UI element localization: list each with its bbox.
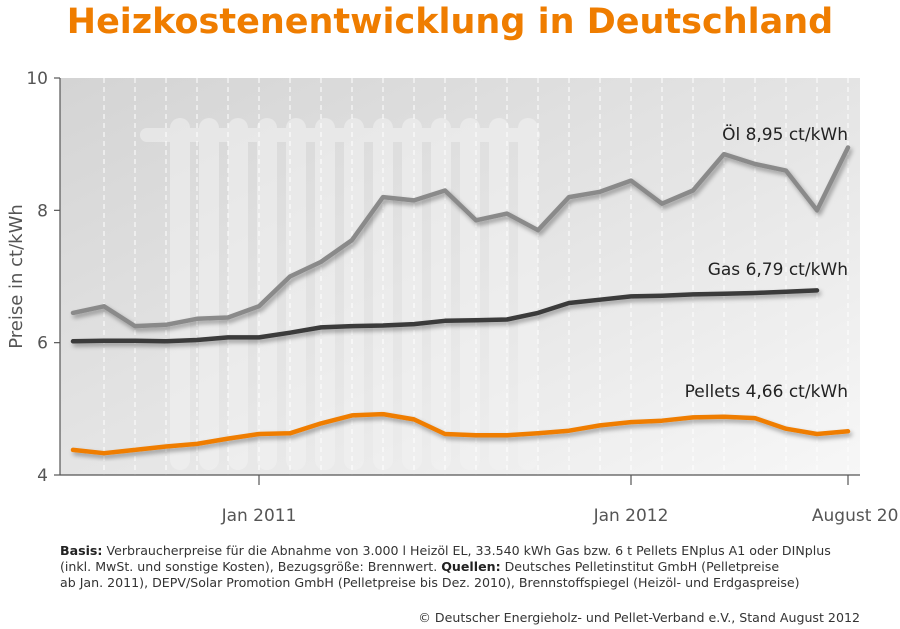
radiator-fin xyxy=(402,118,422,470)
chart-title: Heizkostenentwicklung in Deutschland xyxy=(66,2,834,42)
y-axis-title: Preise in ct/kWh xyxy=(6,204,27,349)
radiator-fin xyxy=(199,118,219,470)
x-tick-label: Jan 2012 xyxy=(593,506,669,526)
y-tick-label: 6 xyxy=(37,334,48,354)
series-lines xyxy=(70,145,851,456)
basis-note-line-1: Basis: Verbraucherpreise für die Abnahme… xyxy=(60,543,831,559)
sources-text-1: Deutsches Pelletinstitut GmbH (Pelletpre… xyxy=(500,559,780,574)
radiator-fin xyxy=(228,118,248,470)
radiator-fin xyxy=(489,118,509,470)
x-tick-label: Jan 2011 xyxy=(221,506,297,526)
radiator-pipe xyxy=(140,128,540,142)
copyright-note: © Deutscher Energieholz- und Pellet-Verb… xyxy=(418,610,860,625)
sources-note-line-3: ab Jan. 2011), DEPV/Solar Promotion GmbH… xyxy=(60,575,800,591)
radiator-fin xyxy=(431,118,451,470)
basis-text-2: (inkl. MwSt. und sonstige Kosten), Bezug… xyxy=(60,559,442,574)
radiator-fin xyxy=(344,118,364,470)
basis-text-1: Verbraucherpreise für die Abnahme von 3.… xyxy=(102,543,831,558)
series-line-pellets xyxy=(70,411,851,456)
series-labels: Öl 8,95 ct/kWh Gas 6,79 ct/kWh Pellets 4,6… xyxy=(685,123,848,402)
series-label: Öl 8,95 ct/kWh xyxy=(722,123,848,145)
radiator-fin xyxy=(518,118,538,470)
radiator-fin xyxy=(257,118,277,470)
radiator-watermark xyxy=(140,118,540,470)
radiator-fin xyxy=(460,118,480,470)
sources-text-2: ab Jan. 2011), DEPV/Solar Promotion GmbH… xyxy=(60,575,800,590)
x-tick-label: August 2012 xyxy=(812,506,900,526)
radiator-fin xyxy=(286,118,306,470)
radiator-fin xyxy=(315,118,335,470)
y-tick-label: 10 xyxy=(26,69,48,89)
series-label: Gas 6,79 ct/kWh xyxy=(708,260,848,280)
grid-lines xyxy=(103,78,849,475)
basis-note-line-2: (inkl. MwSt. und sonstige Kosten), Bezug… xyxy=(60,559,779,575)
series-line-gas xyxy=(70,288,820,344)
y-tick-label: 8 xyxy=(37,201,48,221)
basis-label: Basis: xyxy=(60,543,103,558)
y-tick-label: 4 xyxy=(37,466,48,486)
radiator-fin xyxy=(170,118,190,470)
series-label: Pellets 4,66 ct/kWh xyxy=(685,382,848,402)
series-line-l xyxy=(70,145,851,329)
sources-label: Quellen: xyxy=(441,559,501,574)
axes: 4 6 8 10 Jan 2011 Jan 2012 August 2012 Preise i… xyxy=(6,69,900,526)
